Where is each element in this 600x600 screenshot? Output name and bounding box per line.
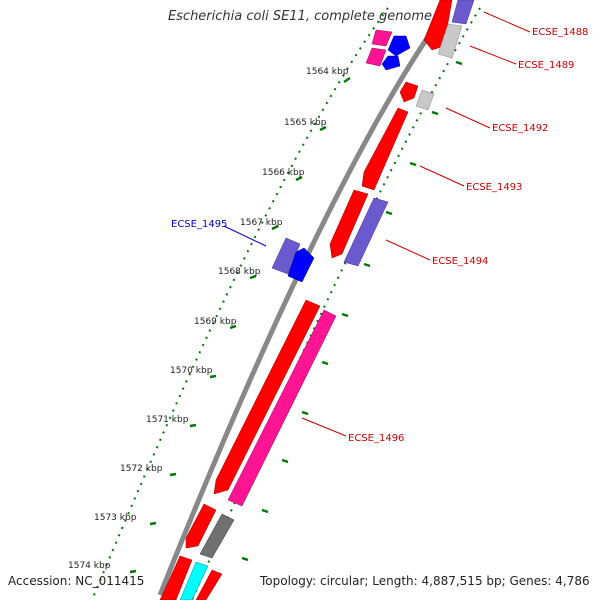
tick-label: 1573 kbp: [94, 513, 137, 523]
outer-ruler: [191, 7, 481, 600]
gene-ecse-1495b[interactable]: [287, 247, 315, 283]
tick-label: 1571 kbp: [146, 415, 189, 425]
leader-line: [445, 107, 491, 129]
outer-tick-marks: [241, 60, 463, 562]
leader-line: [469, 45, 517, 65]
leader-line: [301, 417, 347, 437]
tick-label: 1574 kbp: [68, 561, 111, 571]
tick-label: 1565 kbp: [284, 118, 327, 128]
tick-label: 1567 kbp: [240, 218, 283, 228]
tick-label: 1570 kbp: [170, 366, 213, 376]
gene-small-blue[interactable]: [381, 55, 401, 71]
gene-ecse-1488b[interactable]: [451, 0, 475, 25]
gene-ecse-1495[interactable]: [271, 237, 301, 275]
leader-line: [483, 11, 531, 33]
genome-summary-text: Topology: circular; Length: 4,887,515 bp…: [260, 574, 590, 588]
map-title: Escherichia coli SE11, complete genome: [167, 9, 433, 24]
tick-label: 1572 kbp: [120, 464, 163, 474]
gene-ecse-1489[interactable]: [437, 23, 463, 59]
gene-label[interactable]: ECSE_1495: [171, 219, 227, 230]
gene-ecse-1494[interactable]: [329, 189, 369, 259]
gene-label[interactable]: ECSE_1496: [348, 433, 404, 444]
gene-long-red[interactable]: [213, 299, 321, 495]
gene-small-magenta[interactable]: [365, 47, 387, 67]
gene-bottom-red3[interactable]: [195, 569, 223, 600]
gene-bottom-gray[interactable]: [199, 513, 235, 559]
gene-ecse-1494b[interactable]: [343, 197, 389, 267]
leader-line: [385, 239, 431, 261]
gene-small-blue[interactable]: [387, 35, 411, 57]
gene-label[interactable]: ECSE_1493: [466, 182, 522, 193]
gene-label[interactable]: ECSE_1494: [432, 256, 488, 267]
tick-label: 1568 kbp: [218, 267, 261, 277]
tick-label: 1564 kbp: [306, 67, 349, 77]
leader-line: [419, 165, 465, 187]
accession-text: Accession: NC_011415: [8, 574, 145, 588]
gene-ecse-1492[interactable]: [399, 81, 419, 103]
tick-label: 1569 kbp: [194, 317, 237, 327]
gene-ecse-1493[interactable]: [361, 107, 409, 191]
leader-line: [223, 225, 267, 247]
genome-backbone: [157, 6, 451, 596]
gene-bottom-red2[interactable]: [159, 555, 193, 600]
gene-label[interactable]: ECSE_1489: [518, 60, 574, 71]
gene-ecse-1496[interactable]: [227, 309, 337, 507]
gene-label[interactable]: ECSE_1492: [492, 123, 548, 134]
tick-marks: [129, 76, 351, 574]
tick-label: 1566 kbp: [262, 168, 305, 178]
inner-ruler: [91, 7, 389, 600]
gene-bottom-red[interactable]: [185, 503, 217, 549]
gene-bottom-cyan[interactable]: [179, 561, 209, 600]
gene-ecse-1492b[interactable]: [415, 89, 435, 111]
gene-small-magenta[interactable]: [371, 29, 393, 47]
gene-label[interactable]: ECSE_1488: [532, 27, 588, 38]
